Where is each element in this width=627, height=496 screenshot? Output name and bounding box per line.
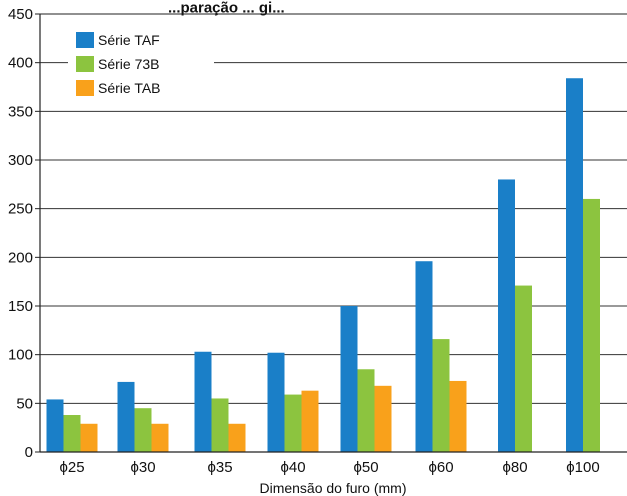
bar-s-rie-tab-5 bbox=[449, 380, 467, 452]
legend-swatch bbox=[76, 32, 94, 48]
bar-s-rie-73b-5 bbox=[432, 339, 450, 452]
y-tick-label: 100 bbox=[8, 347, 33, 364]
bar-s-rie-73b-7 bbox=[583, 198, 600, 452]
axes bbox=[39, 13, 627, 453]
y-tick-label: 300 bbox=[8, 152, 33, 169]
bar-s-rie-taf-3 bbox=[267, 352, 285, 452]
y-tick-label: 450 bbox=[8, 6, 33, 23]
bar-s-rie-73b-6 bbox=[515, 285, 532, 452]
x-tick-label: ϕ100 bbox=[566, 459, 599, 476]
bar-s-rie-taf-7 bbox=[566, 78, 583, 453]
bar-s-rie-taf-1 bbox=[117, 381, 135, 452]
bar-s-rie-73b-2 bbox=[211, 398, 229, 452]
y-tick-labels: 0 50 100 150 200 250 300 350 400 450 bbox=[8, 6, 33, 461]
bar-s-rie-73b-4 bbox=[357, 369, 375, 452]
bar-s-rie-73b-0 bbox=[63, 415, 81, 452]
bar-s-rie-taf-2 bbox=[194, 351, 212, 452]
bar-s-rie-tab-4 bbox=[374, 385, 392, 452]
chart-title-fragment: ...paração ... gi... bbox=[168, 0, 285, 16]
x-tick-label: ϕ25 bbox=[59, 459, 84, 476]
bar-s-rie-taf-6 bbox=[498, 179, 515, 452]
x-tick-label: ϕ80 bbox=[502, 459, 527, 476]
bar-s-rie-73b-1 bbox=[134, 408, 152, 452]
y-tick-label: 350 bbox=[8, 103, 33, 120]
bar-s-rie-taf-0 bbox=[46, 399, 64, 452]
y-tick-label: 400 bbox=[8, 55, 33, 72]
bar-s-rie-taf-5 bbox=[415, 261, 433, 452]
x-tick-label: ϕ35 bbox=[207, 459, 232, 476]
bars bbox=[46, 78, 600, 453]
y-tick-label: 50 bbox=[16, 395, 33, 412]
x-axis-label: Dimensão do furo (mm) bbox=[259, 480, 406, 496]
bar-s-rie-73b-3 bbox=[284, 394, 302, 452]
x-tick-label: ϕ30 bbox=[130, 459, 155, 476]
legend-label: Série TAB bbox=[98, 80, 161, 96]
y-tick-label: 250 bbox=[8, 201, 33, 218]
bar-s-rie-tab-0 bbox=[80, 423, 98, 452]
x-tick-label: ϕ50 bbox=[353, 459, 378, 476]
bar-s-rie-taf-4 bbox=[340, 306, 358, 452]
x-tick-labels: ϕ25 ϕ30 ϕ35 ϕ40 ϕ50 ϕ60 ϕ80 ϕ100 bbox=[59, 459, 599, 476]
legend-swatch bbox=[76, 80, 94, 96]
bar-s-rie-tab-1 bbox=[151, 423, 169, 452]
legend-label: Série 73B bbox=[98, 56, 159, 72]
x-tick-label: ϕ60 bbox=[428, 459, 453, 476]
bar-s-rie-tab-3 bbox=[301, 390, 319, 452]
legend-label: Série TAF bbox=[98, 32, 160, 48]
y-tick-label: 200 bbox=[8, 249, 33, 266]
bar-s-rie-tab-2 bbox=[228, 423, 246, 452]
x-tick-label: ϕ40 bbox=[280, 459, 305, 476]
y-tick-label: 150 bbox=[8, 298, 33, 315]
legend-swatch bbox=[76, 56, 94, 72]
y-tick-label: 0 bbox=[25, 444, 33, 461]
legend: Série TAF Série 73B Série TAB bbox=[68, 20, 214, 108]
